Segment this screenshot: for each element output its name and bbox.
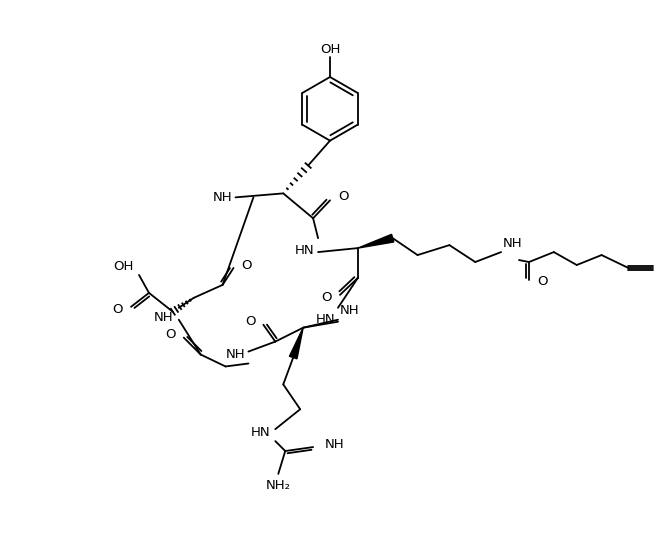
Text: HN: HN bbox=[294, 244, 314, 257]
Polygon shape bbox=[290, 328, 303, 359]
Text: NH: NH bbox=[503, 237, 523, 250]
Text: O: O bbox=[113, 303, 123, 316]
Text: OH: OH bbox=[320, 43, 340, 56]
Text: O: O bbox=[245, 315, 256, 328]
Text: NH: NH bbox=[325, 437, 345, 451]
Text: OH: OH bbox=[114, 261, 134, 273]
Text: O: O bbox=[242, 258, 252, 271]
Text: NH: NH bbox=[154, 311, 174, 324]
Text: NH: NH bbox=[340, 304, 360, 317]
Text: HN: HN bbox=[315, 313, 335, 326]
Polygon shape bbox=[358, 234, 394, 248]
Text: O: O bbox=[165, 328, 176, 341]
Text: HN: HN bbox=[251, 426, 270, 438]
Text: NH: NH bbox=[226, 348, 246, 361]
Text: O: O bbox=[338, 190, 349, 203]
Text: O: O bbox=[321, 292, 332, 304]
Text: O: O bbox=[537, 276, 547, 288]
Text: NH: NH bbox=[213, 191, 232, 204]
Text: NH₂: NH₂ bbox=[266, 480, 291, 492]
